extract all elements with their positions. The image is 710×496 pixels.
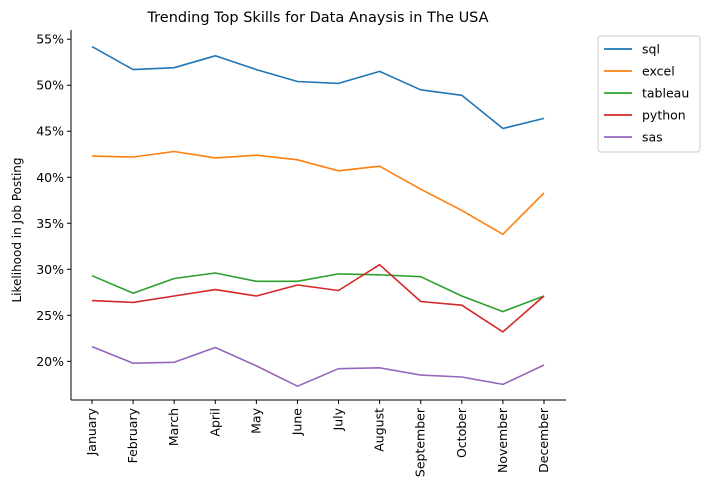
y-tick-label: 55% [36, 32, 64, 47]
y-tick-label: 45% [36, 124, 64, 139]
legend-label-excel: excel [642, 64, 675, 79]
plot-area: 20% 25% 30% 35% 40% 45% 50% 55% January February M… [36, 30, 566, 477]
y-tick-label: 25% [36, 308, 64, 323]
x-tick-label: January [84, 407, 99, 456]
x-tick-label: February [125, 407, 140, 463]
y-tick-label: 30% [36, 262, 64, 277]
y-tick-label: 35% [36, 216, 64, 231]
legend-label-sql: sql [642, 42, 660, 57]
series-line-sas [91, 345, 545, 388]
series-line-excel [91, 150, 545, 236]
series-line-tableau [91, 272, 545, 313]
y-tick-label: 50% [36, 78, 64, 93]
x-tick-label: October [454, 407, 469, 458]
x-tick-label: May [248, 407, 263, 433]
legend-label-tableau: tableau [642, 86, 689, 101]
series-line-sql [91, 45, 545, 130]
legend-label-sas: sas [642, 130, 663, 145]
x-tick-label: December [536, 407, 551, 473]
x-tick-label: August [372, 408, 387, 452]
x-tick-label: November [495, 407, 510, 473]
x-tick-label: March [166, 408, 181, 446]
y-axis-label: Likelihood in Job Posting [10, 157, 24, 302]
x-tick-label: June [289, 408, 304, 437]
y-tick-label: 20% [36, 354, 64, 369]
legend-label-python: python [642, 108, 686, 123]
x-tick-label: July [331, 407, 346, 431]
legend-frame [597, 35, 701, 153]
legend: sql excel tableau python sas [597, 35, 701, 153]
series-line-python [91, 263, 545, 333]
y-tick-label: 40% [36, 170, 64, 185]
x-tick-label: April [207, 408, 222, 437]
chart-title: Trending Top Skills for Data Anaysis in … [146, 10, 488, 26]
x-tick-label: September [413, 407, 428, 477]
